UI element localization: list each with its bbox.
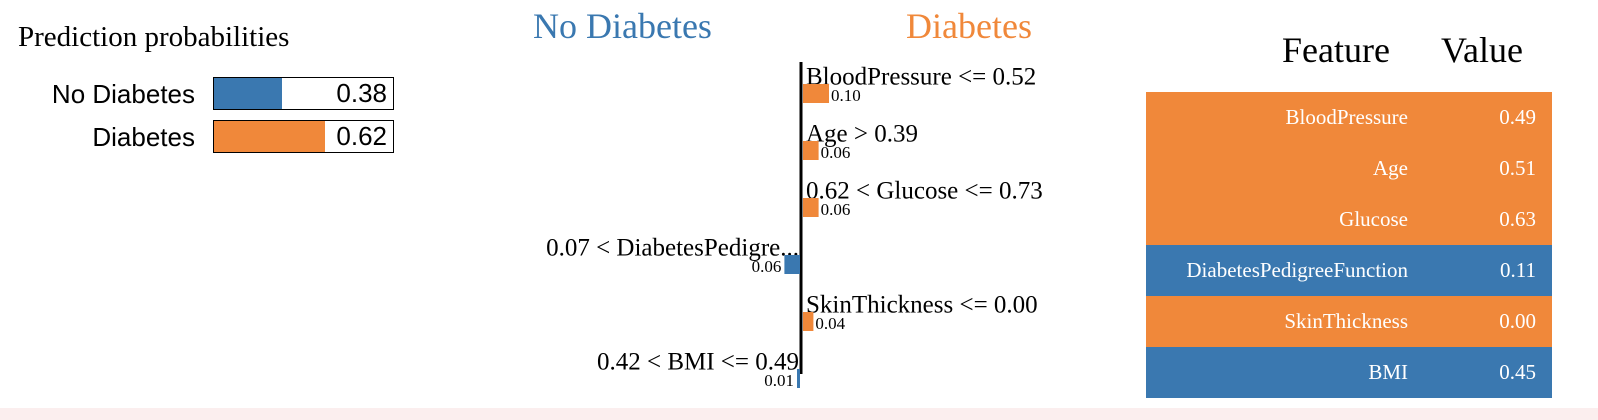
contribution-bar bbox=[803, 84, 829, 103]
contribution-bar bbox=[784, 255, 800, 274]
table-header-value: Value bbox=[1441, 30, 1523, 70]
prediction-probabilities-title: Prediction probabilities bbox=[18, 21, 290, 53]
feature-condition-label: 0.42 < BMI <= 0.49 bbox=[597, 349, 799, 376]
table-row: BloodPressure 0.49 bbox=[1146, 92, 1552, 143]
table-header-feature: Feature bbox=[1282, 30, 1390, 70]
contribution-value-label: 0.01 bbox=[764, 371, 794, 390]
probability-row-diabetes: Diabetes 0.62 bbox=[0, 119, 400, 155]
probability-bar-fill bbox=[214, 121, 325, 152]
contribution-value-label: 0.06 bbox=[821, 143, 851, 162]
table-cell-value: 0.00 bbox=[1499, 309, 1536, 333]
probability-row-no-diabetes: No Diabetes 0.38 bbox=[0, 76, 400, 112]
feature-condition-label: BloodPressure <= 0.52 bbox=[806, 64, 1036, 91]
table-cell-feature: BMI bbox=[1368, 360, 1408, 384]
probability-value: 0.62 bbox=[336, 121, 387, 151]
table-cell-value: 0.49 bbox=[1499, 105, 1536, 129]
table-cell-feature: BloodPressure bbox=[1285, 105, 1409, 129]
table-cell-feature: Age bbox=[1373, 156, 1408, 180]
contribution-value-label: 0.06 bbox=[821, 200, 851, 219]
table-cell-feature: Glucose bbox=[1339, 207, 1408, 231]
probability-bar-fill bbox=[214, 78, 283, 109]
contribution-bar bbox=[803, 198, 819, 217]
bottom-divider bbox=[0, 408, 1598, 420]
contribution-value-label: 0.04 bbox=[815, 314, 845, 333]
table-row: SkinThickness 0.00 bbox=[1146, 296, 1552, 347]
probability-value: 0.38 bbox=[336, 78, 387, 108]
contribution-bar bbox=[803, 312, 814, 331]
table-row: BMI 0.45 bbox=[1146, 347, 1552, 398]
table-cell-feature: SkinThickness bbox=[1284, 309, 1408, 333]
contribution-value-label: 0.06 bbox=[752, 257, 782, 276]
contribution-value-label: 0.10 bbox=[831, 86, 861, 105]
contribution-bar bbox=[797, 369, 800, 388]
table-cell-value: 0.45 bbox=[1499, 360, 1536, 384]
probability-label: No Diabetes bbox=[51, 79, 195, 109]
table-cell-value: 0.11 bbox=[1500, 258, 1536, 282]
negative-class-label: No Diabetes bbox=[533, 6, 712, 46]
probability-bar-frame: 0.38 bbox=[213, 77, 394, 110]
positive-class-label: Diabetes bbox=[906, 6, 1032, 46]
table-cell-value: 0.51 bbox=[1499, 156, 1536, 180]
table-row: Age 0.51 bbox=[1146, 143, 1552, 194]
feature-condition-label: Age > 0.39 bbox=[806, 121, 918, 148]
feature-condition-label: SkinThickness <= 0.00 bbox=[806, 292, 1038, 319]
feature-condition-label: 0.07 < DiabetesPedigre... bbox=[546, 235, 799, 262]
table-row: DiabetesPedigreeFunction 0.11 bbox=[1146, 245, 1552, 296]
probability-label: Diabetes bbox=[92, 122, 195, 152]
table-cell-feature: DiabetesPedigreeFunction bbox=[1186, 258, 1408, 282]
table-row: Glucose 0.63 bbox=[1146, 194, 1552, 245]
feature-condition-label: 0.62 < Glucose <= 0.73 bbox=[806, 178, 1043, 205]
contribution-bar bbox=[803, 141, 819, 160]
table-cell-value: 0.63 bbox=[1499, 207, 1536, 231]
probability-bar-frame: 0.62 bbox=[213, 120, 394, 153]
